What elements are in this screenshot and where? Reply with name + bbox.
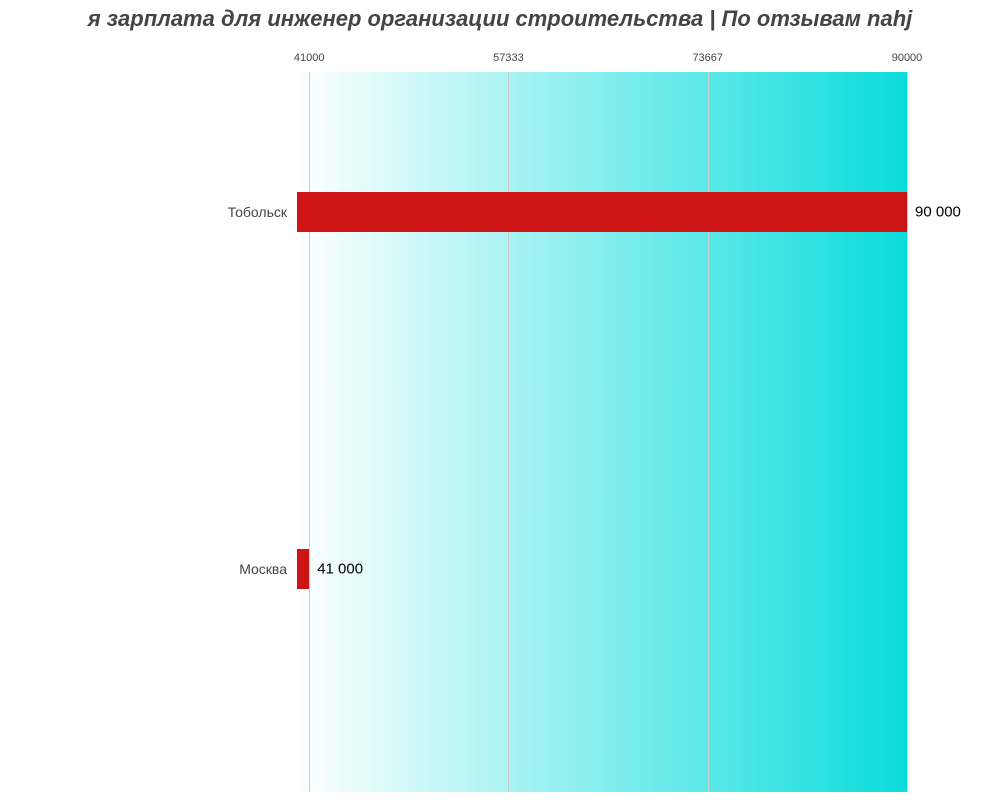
plot-background: [297, 72, 907, 792]
bar: [297, 192, 907, 232]
category-label: Москва: [137, 561, 287, 577]
bar-value-label: 90 000: [915, 204, 961, 221]
plot-area: 4100057333736679000090 00041 000: [297, 72, 907, 792]
x-tick-label: 73667: [692, 52, 723, 64]
gridline: [708, 72, 709, 792]
bar: [297, 549, 309, 589]
x-tick-label: 90000: [892, 52, 923, 64]
gridline: [309, 72, 310, 792]
gridline: [907, 72, 908, 792]
category-label: Тобольск: [137, 204, 287, 220]
x-tick-label: 57333: [493, 52, 524, 64]
x-tick-label: 41000: [294, 52, 325, 64]
chart-title: я зарплата для инженер организации строи…: [0, 6, 1000, 32]
gridline: [508, 72, 509, 792]
bar-value-label: 41 000: [317, 560, 363, 577]
